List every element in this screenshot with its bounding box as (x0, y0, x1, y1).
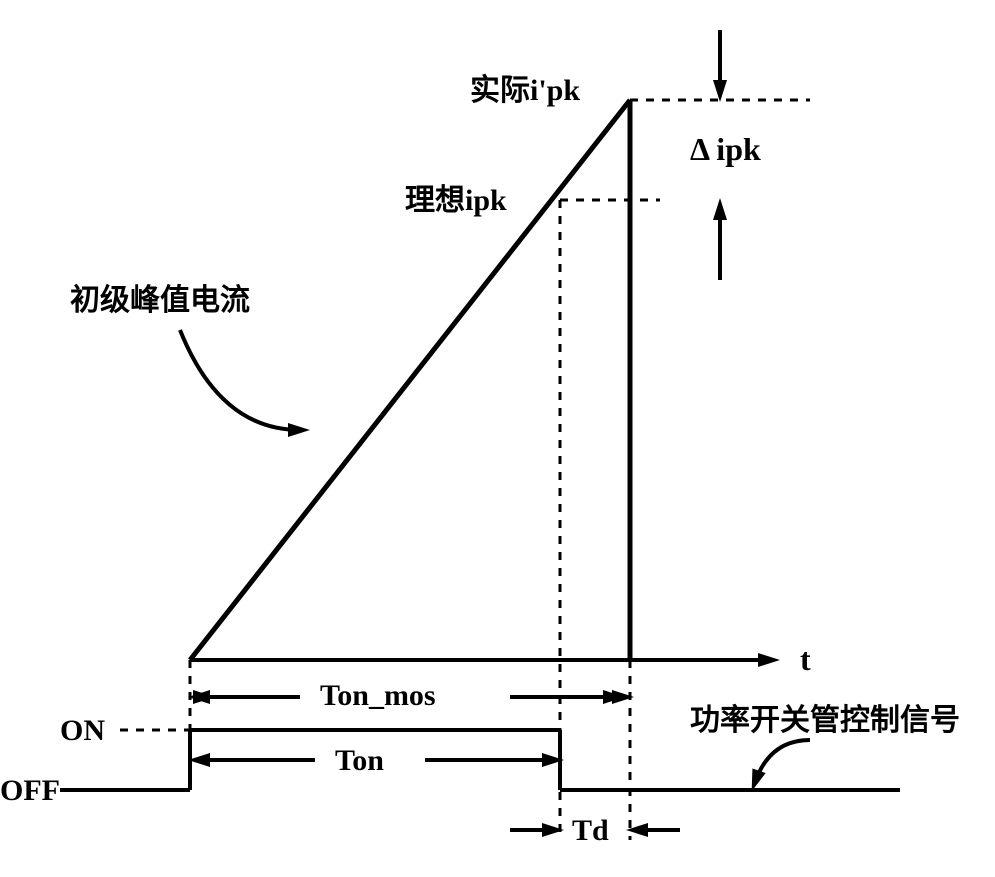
ton-mos-label: Ton_mos (320, 679, 436, 712)
primary-current-label: 初级峰值电流 (70, 284, 250, 317)
timing-diagram: t 实际i'pk 理想ipk Δ ipk 初级峰值电流 Ton_mos ON O… (0, 0, 995, 877)
td-label: Td (572, 814, 609, 847)
off-label: OFF (0, 774, 60, 807)
delta-ipk-label: Δ ipk (690, 131, 761, 167)
primary-current-pointer-arc (180, 330, 300, 430)
control-signal-pointer-arc (755, 740, 810, 782)
control-signal-label: 功率开关管控制信号 (690, 704, 960, 737)
ideal-ipk-label: 理想ipk (405, 184, 507, 217)
ton-label: Ton (335, 744, 384, 777)
actual-ipk-label: 实际i'pk (470, 73, 580, 107)
on-label: ON (60, 714, 105, 747)
t-axis-label: t (800, 641, 811, 677)
